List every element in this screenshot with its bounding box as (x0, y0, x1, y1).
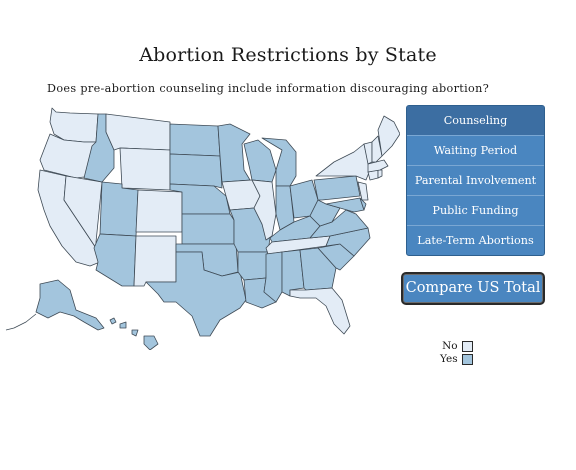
state-illinois[interactable] (251, 179, 277, 241)
state-new-jersey[interactable] (357, 181, 369, 201)
tab-waiting-period[interactable]: Waiting Period (407, 135, 544, 165)
compare-us-total-button[interactable]: Compare US Total (401, 272, 545, 305)
tab-parental-involvement[interactable]: Parental Involvement (407, 165, 544, 195)
state-kansas[interactable] (181, 213, 235, 245)
legend-no-swatch (461, 341, 473, 352)
tab-public-funding[interactable]: Public Funding (407, 195, 544, 225)
state-delaware[interactable] (359, 197, 367, 211)
state-montana[interactable] (105, 113, 171, 151)
state-rhode-island[interactable] (377, 169, 383, 179)
state-colorado[interactable] (135, 189, 183, 233)
legend-no-label: No (442, 340, 458, 352)
state-pennsylvania[interactable] (313, 175, 361, 201)
state-arkansas[interactable] (237, 251, 269, 281)
alaska-islands (5, 313, 37, 331)
state-florida[interactable] (289, 287, 351, 335)
state-wisconsin[interactable] (243, 139, 277, 183)
state-new-hampshire[interactable] (371, 135, 383, 163)
legend-row-no: No (440, 340, 473, 353)
category-menu: Counseling Waiting Period Parental Invol… (406, 105, 545, 256)
legend-yes-swatch (461, 354, 473, 365)
state-alaska[interactable] (35, 279, 105, 331)
map-legend: No Yes (440, 340, 473, 366)
state-arizona[interactable] (93, 233, 137, 287)
state-utah[interactable] (99, 181, 139, 237)
tab-late-term-abortions[interactable]: Late-Term Abortions (407, 225, 544, 255)
state-south-dakota[interactable] (169, 153, 223, 189)
state-wyoming[interactable] (119, 147, 171, 191)
state-north-dakota[interactable] (169, 123, 221, 157)
state-mississippi[interactable] (263, 251, 283, 303)
state-new-mexico[interactable] (133, 235, 177, 287)
state-massachusetts[interactable] (367, 159, 389, 173)
state-new-york[interactable] (315, 143, 371, 181)
legend-yes-label: Yes (440, 353, 458, 365)
legend-row-yes: Yes (440, 353, 473, 366)
tab-counseling[interactable]: Counseling (407, 106, 544, 135)
state-texas[interactable] (145, 251, 247, 337)
state-maine[interactable] (377, 115, 400, 157)
map-title: Abortion Restrictions by State (139, 44, 437, 66)
state-minnesota[interactable] (217, 123, 251, 183)
state-hawaii[interactable] (109, 317, 159, 350)
map-question: Does pre-abortion counseling include inf… (47, 82, 490, 95)
us-state-map (5, 107, 400, 350)
state-maryland[interactable] (325, 197, 365, 213)
